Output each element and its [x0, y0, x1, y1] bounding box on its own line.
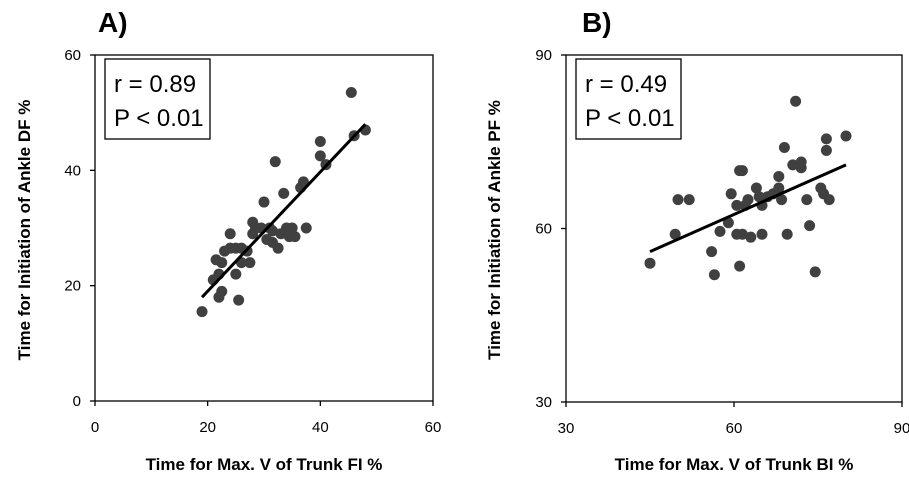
panel-b-data-point — [672, 194, 684, 206]
panel-a-data-point — [278, 187, 290, 199]
panel-a-stat-box — [104, 58, 211, 140]
panel-b-data-point — [708, 269, 720, 281]
panel-b-data-point — [776, 194, 788, 206]
panel-b-data-point — [683, 194, 695, 206]
panel-b-data-point — [753, 191, 765, 203]
panel-b-data-point — [787, 159, 799, 171]
panel-a-x-axis-label: Time for Max. V of Trunk FI % — [146, 455, 383, 474]
panel-a-data-point — [269, 156, 281, 168]
panel-b-data-point — [790, 95, 802, 107]
panel-a-x-tick-label: 20 — [199, 419, 216, 436]
panel-b-trendline — [649, 163, 847, 254]
panel-b-data-point — [781, 228, 793, 240]
panel-a-data-point — [216, 285, 228, 297]
panel-a-data-point — [224, 228, 236, 240]
panel-a-data-point — [244, 257, 256, 269]
panel-b-data-point — [778, 142, 790, 154]
panel-b-data-point — [809, 266, 821, 278]
panel-a-data-point — [300, 222, 312, 234]
panel-b-data-point — [750, 182, 762, 194]
panel-a-data-point — [314, 136, 326, 147]
panel-b-data-point — [722, 217, 734, 229]
panel-a-data-point — [266, 225, 278, 237]
panel-a-r-value: r = 0.89 — [114, 71, 196, 98]
panel-a-data-point — [289, 231, 301, 243]
panel-b-r-value: r = 0.49 — [585, 71, 667, 98]
panel-a: A) 0 20 40 60 0 20 40 60 r = 0.89 P < 0.01 Tim… — [15, 7, 441, 474]
panel-b-x-axis-label: Time for Max. V of Trunk BI % — [615, 455, 854, 474]
panel-b-data-point — [644, 257, 656, 269]
panel-a-y-tick-label: 20 — [64, 278, 81, 295]
panel-a-data-point — [216, 257, 228, 269]
panel-a-data-point — [286, 222, 298, 234]
panel-b-data-point — [801, 194, 813, 206]
panel-b-data-point — [742, 194, 754, 206]
panel-b-y-tick-label: 90 — [535, 47, 552, 64]
panel-b-p-value: P < 0.01 — [585, 105, 675, 132]
panel-b-data-point — [756, 228, 768, 240]
panel-b-data-point — [734, 260, 746, 272]
panel-b-data-point — [731, 199, 743, 211]
panel-a-label: A) — [98, 7, 128, 38]
panel-a-data-point — [196, 306, 208, 318]
panel-a-data-point — [345, 86, 357, 98]
panel-b-data-point — [669, 228, 681, 240]
panel-a-data-point — [314, 150, 326, 162]
panel-b-y-tick-label: 60 — [535, 221, 552, 238]
panel-b-label: B) — [582, 7, 612, 38]
panel-a-y-tick-label: 0 — [73, 393, 81, 410]
panel-a-y-axis-label: Time for Initiation of Ankle DF % — [15, 100, 34, 361]
panel-b-data-point — [773, 170, 785, 182]
panel-a-p-value: P < 0.01 — [114, 105, 204, 132]
panel-a-y-tick-label: 40 — [64, 162, 81, 179]
panel-b-x-tick-label: 90 — [894, 420, 909, 437]
panel-a-data-point — [272, 242, 284, 254]
panel-a-y-tick-label: 60 — [64, 47, 81, 64]
panel-a-data-point — [258, 196, 270, 208]
panel-b-data-point — [773, 182, 785, 194]
panel-a-data-point — [230, 268, 242, 280]
panel-b-data-point — [714, 225, 726, 237]
panel-b-data-point — [725, 188, 737, 200]
panel-b-data-point — [820, 144, 832, 156]
panel-b-data-point — [736, 165, 748, 177]
panel-b-data-point — [795, 162, 807, 174]
panel-b-data-point — [706, 246, 718, 258]
panel-b-data-point — [820, 133, 832, 145]
panel-b-x-tick-label: 30 — [558, 420, 575, 437]
panel-b-y-tick-label: 30 — [535, 394, 552, 411]
panel-a-data-point — [233, 294, 245, 306]
panel-a-plot-frame — [94, 54, 434, 402]
panel-b-x-tick-label: 60 — [726, 420, 743, 437]
panel-b-stat-box — [575, 58, 682, 140]
panel-a-x-tick-label: 40 — [312, 419, 329, 436]
panel-b: B) 30 60 90 30 60 90 r = 0.49 P < 0.01 Time … — [485, 7, 909, 474]
panel-b-y-axis-label: Time for Initiation of Ankle PF % — [485, 100, 504, 360]
panel-b-data-point — [736, 228, 748, 240]
panel-a-x-tick-label: 60 — [425, 419, 442, 436]
panel-b-data-point — [745, 231, 757, 243]
panel-a-data-point — [297, 176, 309, 188]
panel-b-data-point — [823, 194, 835, 206]
panel-a-x-tick-label: 0 — [91, 419, 99, 436]
panel-a-trendline — [200, 123, 367, 299]
panel-b-data-point — [804, 220, 816, 232]
panel-b-data-point — [840, 130, 852, 142]
